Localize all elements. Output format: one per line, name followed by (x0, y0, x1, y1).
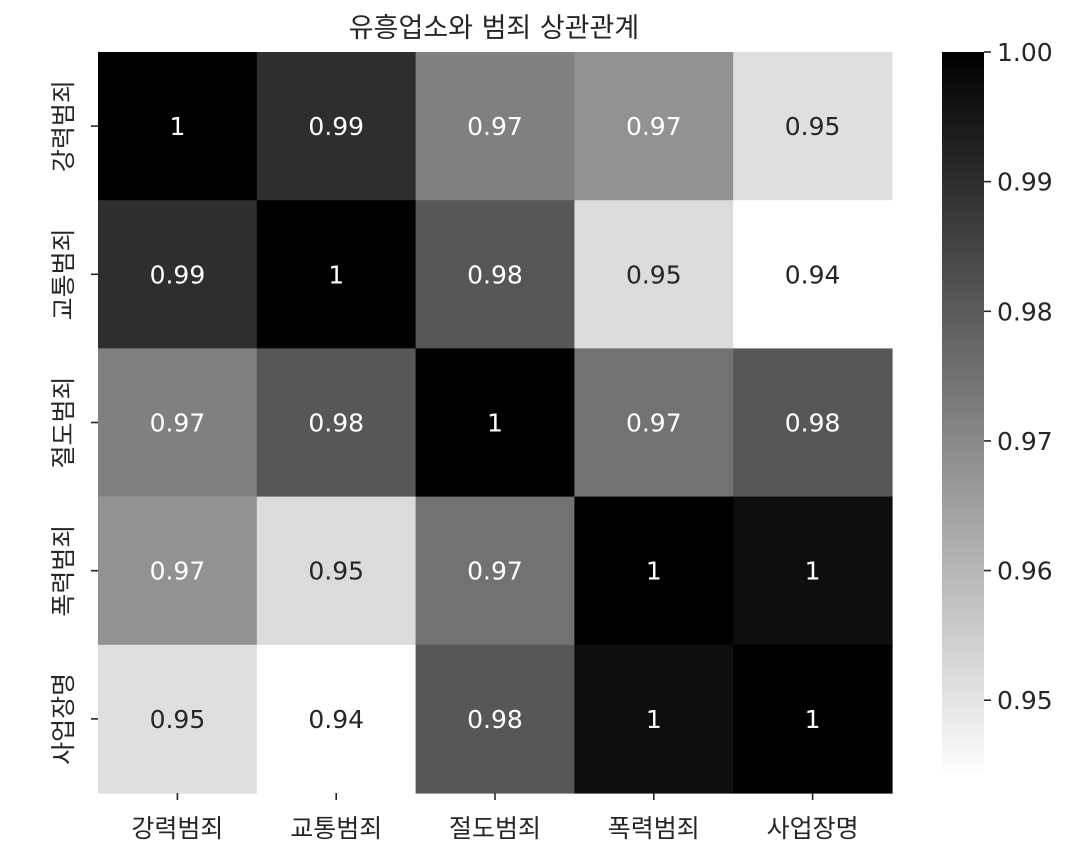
cell-value-label: 0.97 (467, 112, 523, 141)
colorbar-tick-label: 0.99 (997, 168, 1053, 197)
cell-value-label: 0.97 (150, 557, 206, 586)
y-tick-label: 사업장명 (49, 673, 78, 765)
colorbar-tick-label: 0.95 (997, 686, 1053, 715)
x-axis: 강력범죄 교통범죄 절도범죄 폭력범죄 사업장명 (131, 793, 859, 843)
cell-value-label: 1 (805, 705, 821, 734)
heatmap-cell (98, 52, 258, 201)
colorbar-tick-label: 1.00 (997, 38, 1053, 67)
heatmap-cell (733, 644, 893, 794)
y-tick-label: 폭력범죄 (49, 525, 78, 617)
colorbar-tick-label: 0.98 (997, 297, 1053, 326)
y-tick-label: 절도범죄 (49, 376, 78, 468)
heatmap-cell (415, 496, 575, 646)
heatmap-cell (574, 52, 734, 201)
heatmap-cell (256, 200, 417, 349)
cell-value-label: 0.95 (626, 260, 682, 289)
heatmap-cells (98, 52, 893, 794)
cell-value-label: 1 (169, 112, 185, 141)
cell-value-label: 0.98 (308, 409, 364, 438)
cell-value-label: 0.98 (785, 409, 841, 438)
heatmap-cell (98, 496, 258, 646)
x-tick-label: 강력범죄 (131, 814, 223, 843)
cell-value-label: 1 (328, 260, 344, 289)
y-tick-label: 강력범죄 (49, 80, 78, 172)
cell-value-label: 0.99 (308, 112, 364, 141)
heatmap-cell (415, 644, 575, 794)
cell-value-label: 0.97 (467, 557, 523, 586)
x-tick-label: 절도범죄 (449, 814, 541, 843)
cell-value-label: 0.99 (150, 260, 206, 289)
x-tick-label: 폭력범죄 (608, 814, 700, 843)
colorbar-tick-label: 0.96 (997, 557, 1053, 586)
cell-value-label: 1 (646, 705, 662, 734)
heatmap-cell (574, 348, 734, 498)
heatmap-cell (574, 496, 734, 646)
colorbar: 1.00 0.99 0.98 0.97 0.96 0.95 (942, 38, 1053, 778)
heatmap-annotations: 1 0.99 0.97 0.97 0.95 0.99 1 0.98 0.95 0.94 0.97 0.… (150, 112, 841, 734)
chart-title: 유흥업소와 범죄 상관관계 (349, 13, 639, 44)
heatmap-cell (256, 52, 417, 201)
heatmap-cell (98, 644, 258, 794)
heatmap-cell (415, 52, 575, 201)
colorbar-tick-label: 0.97 (997, 427, 1053, 456)
x-tick-label: 사업장명 (767, 814, 859, 843)
heatmap-cell (574, 200, 734, 349)
cell-value-label: 0.97 (626, 112, 682, 141)
y-tick-label: 교통범죄 (49, 228, 78, 320)
cell-value-label: 0.98 (467, 705, 523, 734)
cell-value-label: 0.94 (785, 260, 841, 289)
heatmap-cell (98, 348, 258, 498)
heatmap-cell (256, 644, 417, 794)
cell-value-label: 0.95 (785, 112, 841, 141)
cell-value-label: 0.95 (308, 557, 364, 586)
x-tick-label: 교통범죄 (290, 814, 382, 843)
heatmap-cell (733, 348, 893, 498)
cell-value-label: 0.94 (308, 705, 364, 734)
heatmap-cell (733, 200, 893, 349)
colorbar-scale (942, 52, 984, 778)
cell-value-label: 1 (805, 557, 821, 586)
cell-value-label: 0.97 (150, 409, 206, 438)
heatmap-cell (415, 348, 575, 498)
heatmap-cell (733, 52, 893, 201)
cell-value-label: 0.98 (467, 260, 523, 289)
heatmap-cell (256, 496, 417, 646)
heatmap-cell (256, 348, 417, 498)
heatmap-cell (574, 644, 734, 794)
cell-value-label: 0.97 (626, 409, 682, 438)
cell-value-label: 1 (487, 409, 503, 438)
cell-value-label: 0.95 (150, 705, 206, 734)
heatmap-cell (98, 200, 258, 349)
heatmap-cell (415, 200, 575, 349)
heatmap-cell (733, 496, 893, 646)
cell-value-label: 1 (646, 557, 662, 586)
